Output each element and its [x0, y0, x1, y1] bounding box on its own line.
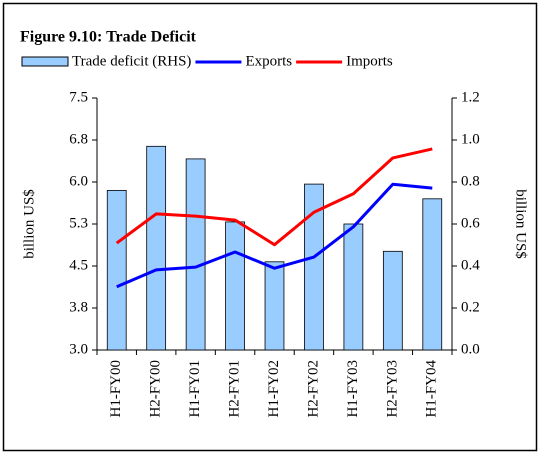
x-tick-label: H1-FY00 — [108, 360, 124, 418]
legend: Trade deficit (RHS) Exports Imports — [21, 53, 393, 69]
y2-tick-label: 1.2 — [461, 89, 480, 105]
y2-axis-label: billion US$ — [513, 189, 529, 259]
legend-label: Trade deficit (RHS) — [72, 53, 191, 69]
line — [116, 182, 433, 289]
x-tick-label: H1-FY01 — [187, 360, 203, 418]
x-tick-label: H2-FY03 — [384, 360, 400, 418]
y-tick-label: 4.5 — [69, 257, 88, 273]
bar — [106, 189, 127, 351]
y-tick-label: 6.8 — [69, 131, 88, 147]
y-tick-label: 3.8 — [69, 299, 88, 315]
x-tick-label: H2-FY02 — [305, 360, 321, 418]
bar — [225, 221, 245, 351]
bar — [382, 250, 403, 351]
bar — [146, 145, 167, 351]
x-tick-label: H1-FY04 — [424, 360, 440, 418]
y2-tick-label: 0.2 — [461, 299, 480, 315]
chart-title: Figure 9.10: Trade Deficit — [20, 29, 197, 46]
bar — [343, 223, 364, 351]
y2-tick-label: 0.8 — [461, 173, 480, 189]
x-tick-label: H2-FY01 — [226, 360, 242, 418]
y-tick-label: 3.0 — [69, 341, 88, 357]
line — [115, 147, 433, 247]
bar — [185, 158, 206, 351]
y-axis-label: billion US$ — [21, 189, 37, 259]
y2-tick-label: 0.0 — [461, 341, 480, 357]
y-tick-label: 6.0 — [69, 173, 88, 189]
x-tick-label: H1-FY02 — [266, 360, 282, 418]
legend-label: Exports — [245, 53, 292, 69]
y2-tick-label: 0.4 — [461, 257, 480, 273]
legend-label: Imports — [346, 53, 393, 69]
legend-swatch — [21, 56, 69, 67]
frame — [2, 2, 538, 452]
y-tick-label: 7.5 — [69, 89, 88, 105]
y2-tick-label: 0.6 — [461, 215, 480, 231]
x-tick-label: H1-FY03 — [345, 360, 361, 418]
y2-tick-label: 1.0 — [461, 131, 480, 147]
bar — [304, 183, 324, 351]
bar — [422, 198, 443, 351]
bar — [264, 261, 285, 351]
x-tick-label: H2-FY00 — [148, 360, 164, 418]
y-tick-label: 5.3 — [69, 215, 88, 231]
